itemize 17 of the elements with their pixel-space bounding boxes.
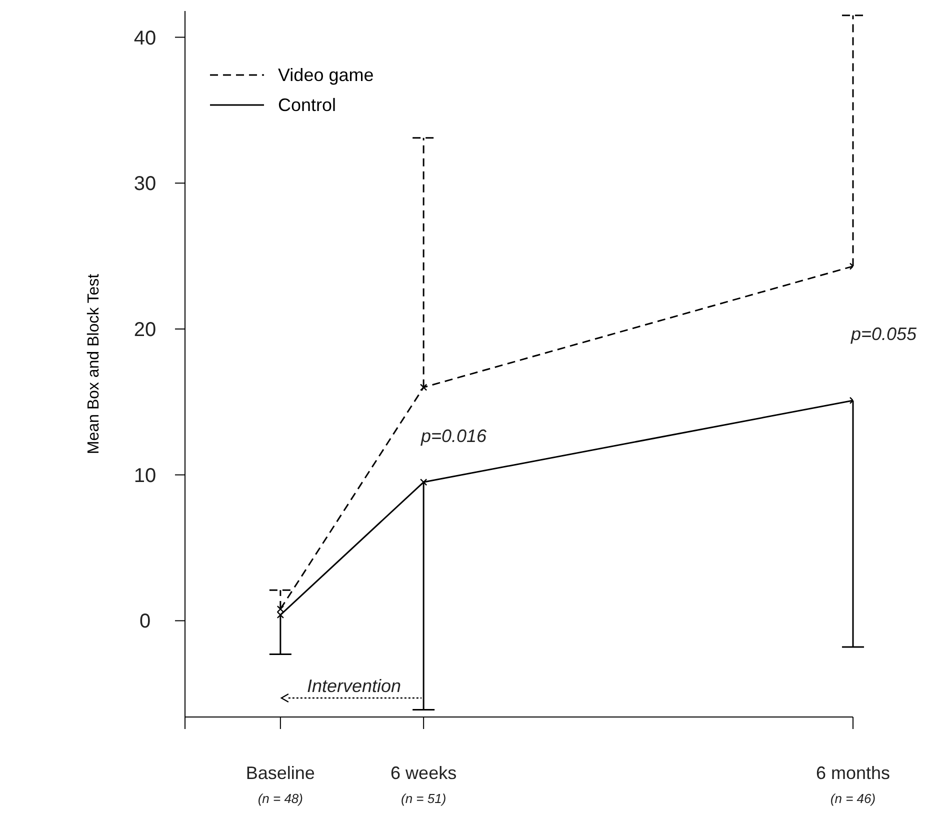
x-tick-label: Baseline [246,763,315,783]
text: (n = 51) [400,791,446,806]
y-tick-label: 0 [139,610,151,633]
annotation: p=0.055 [850,324,918,344]
legend-label: Video game [278,64,374,87]
x-tick-label: 6 months [816,763,890,783]
x-tick-label: 6 weeks [390,763,457,783]
annotation: Intervention [306,676,402,696]
legend-label: Control [278,94,336,117]
y-tick-label: 20 [134,318,156,341]
y-tick-label: 30 [134,173,156,196]
y-axis-title: Mean Box and Block Test [86,273,103,454]
y-tick-label: 10 [134,464,156,487]
text: (n = 48) [258,791,304,806]
text: (n = 46) [830,791,876,806]
annotation: p=0.016 [420,426,488,446]
y-tick-label: 40 [134,27,156,50]
